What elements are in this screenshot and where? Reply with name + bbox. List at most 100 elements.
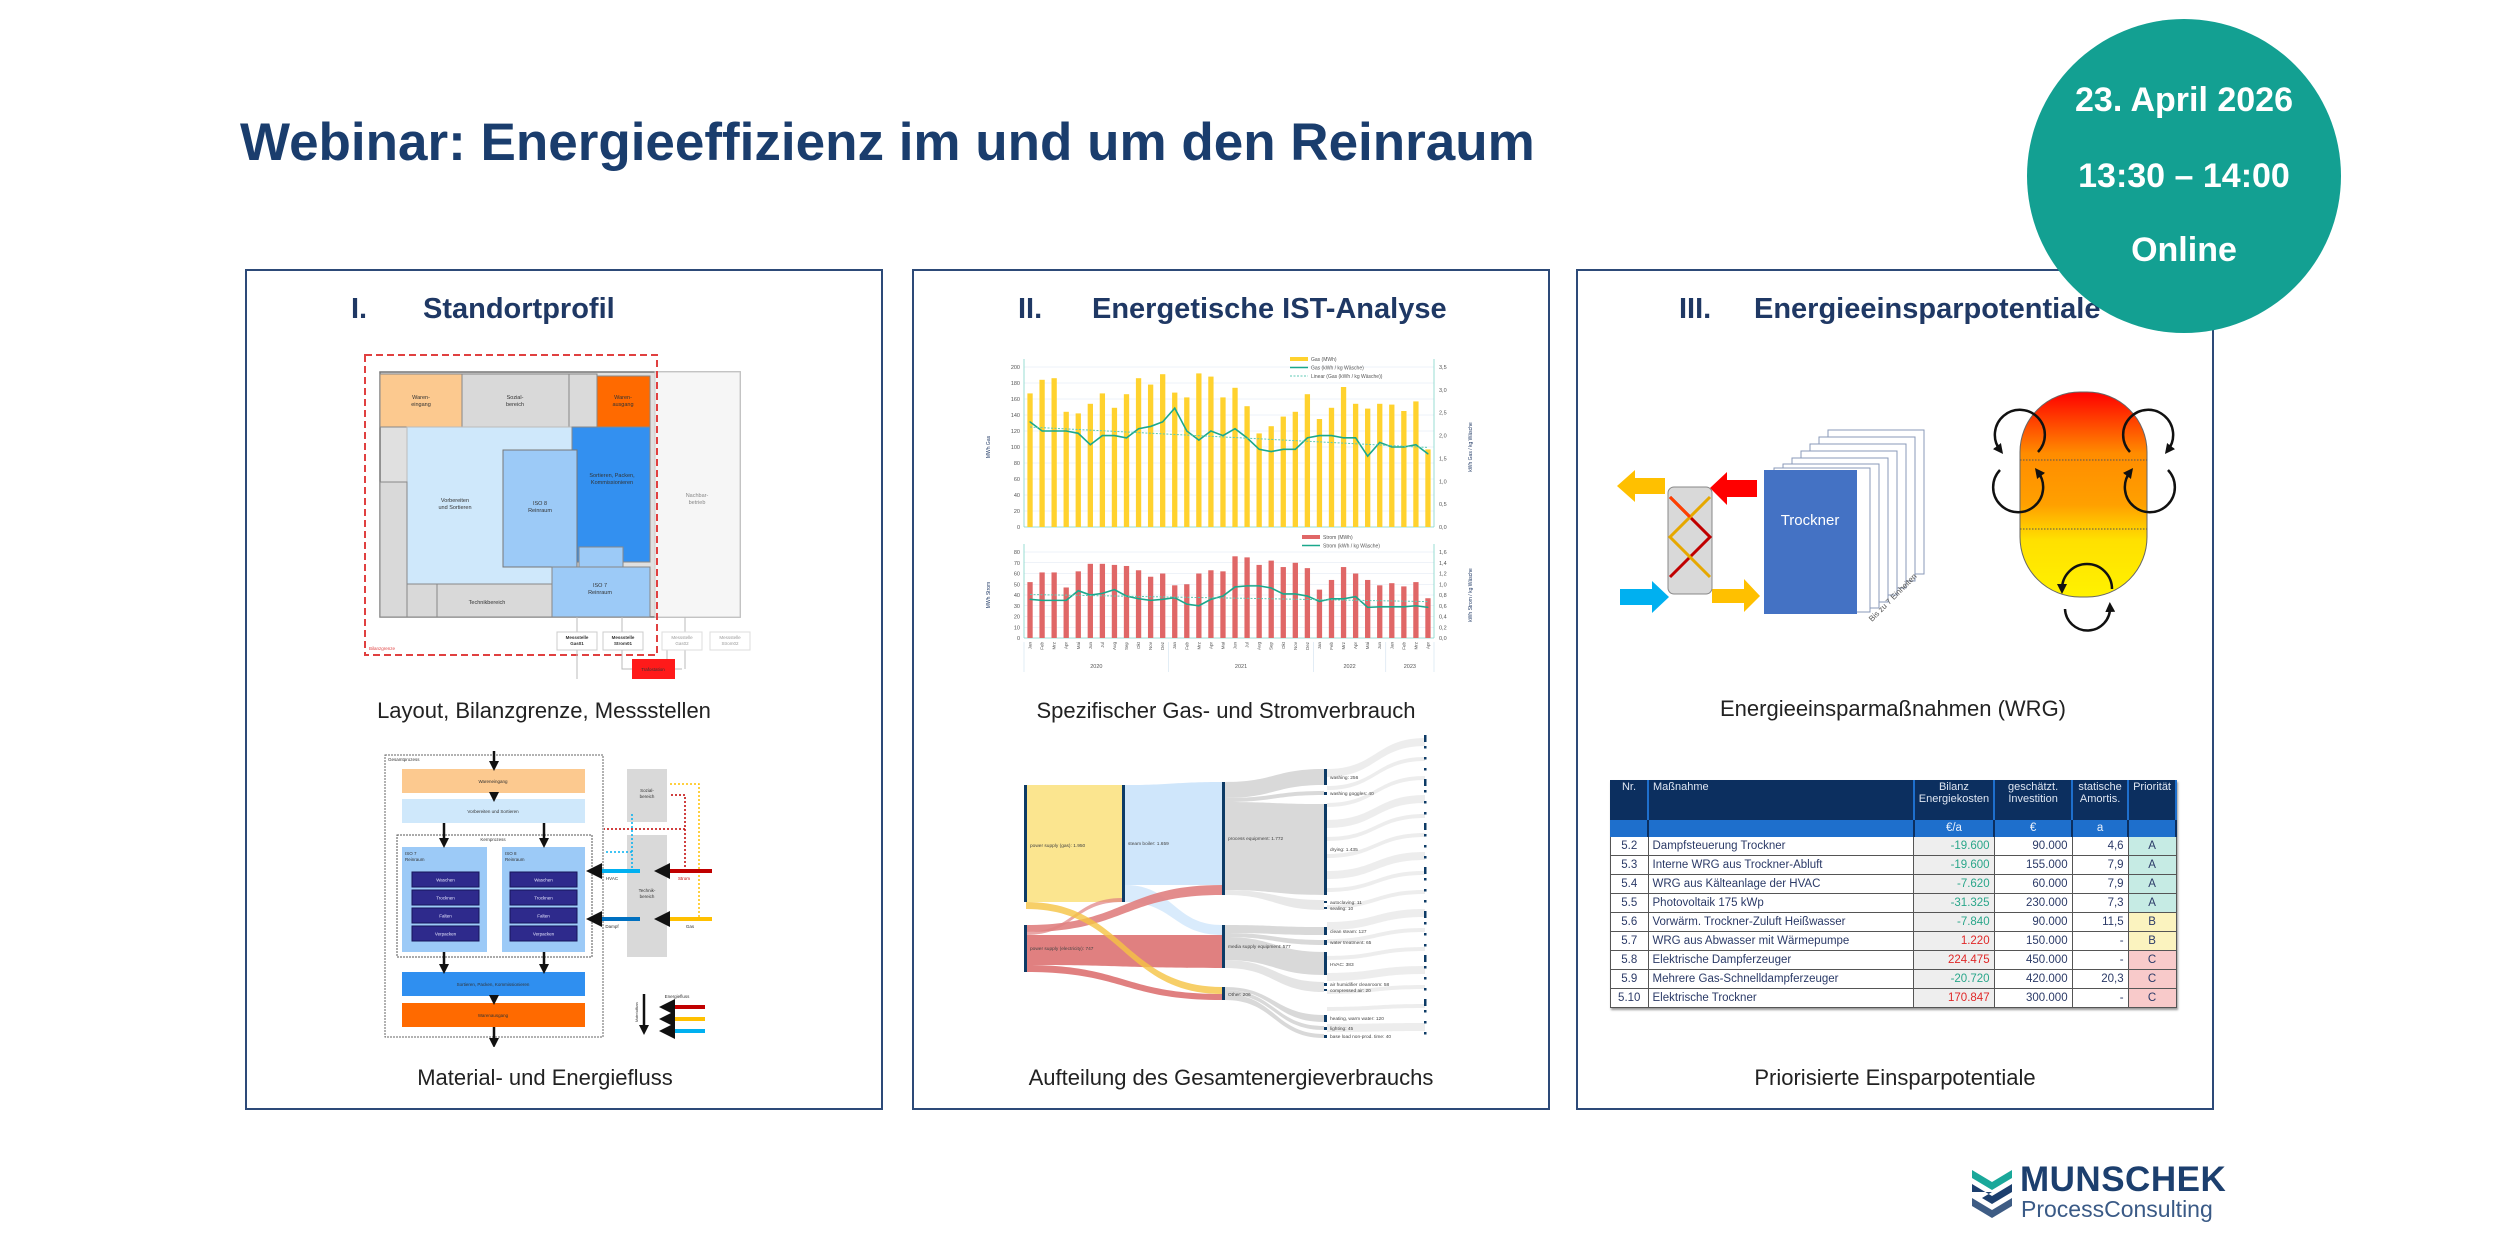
x-tick-label: Jun <box>1377 642 1382 650</box>
svg-text:Sortieren, Packen, Kommissioni: Sortieren, Packen, Kommissionieren <box>457 982 530 987</box>
svg-text:Vorbereiten und Sortieren: Vorbereiten und Sortieren <box>467 809 519 814</box>
room-sortieren <box>571 426 651 563</box>
x-tick-label: Mai <box>1365 642 1370 649</box>
bar <box>1244 406 1250 527</box>
sankey-link <box>1026 785 1122 902</box>
energy-sankey-diagram: power supply (gas): 1.950 power supply (e… <box>1024 735 1427 1040</box>
bar <box>1196 373 1202 527</box>
line-point <box>1053 430 1055 432</box>
line-point <box>1391 446 1393 448</box>
svg-text:Strom: Strom <box>678 876 690 881</box>
bar <box>1328 579 1335 638</box>
panel-numeral: I. <box>351 293 368 325</box>
cell-nr: 5.9 <box>1610 969 1649 989</box>
cell-measure: WRG aus Abwasser mit Wärmepumpe <box>1647 931 1915 951</box>
y-tick-label: 50 <box>1014 582 1020 588</box>
y2-axis-label: kWh Gas / kg Wäsche <box>1468 422 1474 472</box>
bar <box>1087 403 1093 527</box>
sankey-node-heating <box>1324 1015 1327 1022</box>
line-point <box>1330 434 1333 437</box>
x-tick-label: Mai <box>1220 642 1225 649</box>
page-title: Webinar: Energieeffizienz im und um den … <box>240 113 1535 172</box>
bar <box>1208 570 1214 638</box>
sankey-link <box>1225 769 1324 798</box>
sankey-node-humidifier <box>1324 983 1327 986</box>
bar <box>1099 563 1106 638</box>
line-point <box>1367 606 1369 608</box>
year-label: 2022 <box>1343 664 1355 670</box>
sankey-node-leaf <box>1424 779 1427 786</box>
svg-text:Warenausgang: Warenausgang <box>478 1013 509 1018</box>
svg-text:Dampf: Dampf <box>605 924 619 929</box>
bar <box>1413 582 1419 638</box>
sankey-label: water treatment: 65 <box>1330 940 1372 946</box>
process-step-label: Waschen <box>436 878 455 883</box>
svg-text:Nachbar-betrieb: Nachbar-betrieb <box>686 493 709 506</box>
sankey-node-leaf <box>1424 845 1427 848</box>
svg-text:Sozial-bereich: Sozial-bereich <box>506 395 524 408</box>
bar <box>1208 376 1214 527</box>
x-tick-label: Jan <box>1389 642 1394 650</box>
table-row: 5.3 Interne WRG aus Trockner-Abluft -19.60… <box>1610 855 2177 875</box>
sankey-node-leaf <box>1424 889 1427 892</box>
sankey-link <box>1327 833 1425 858</box>
sankey-link <box>1327 738 1425 777</box>
y2-tick-label: 0,4 <box>1439 615 1447 621</box>
sankey-label: power supply (electricity): 747 <box>1030 946 1094 952</box>
line-point <box>1077 590 1079 592</box>
y-tick-label: 60 <box>1014 477 1020 483</box>
line-point <box>1101 434 1103 437</box>
cell-priority: A <box>2127 874 2177 894</box>
circulation-arrows-icon <box>1991 408 2177 632</box>
line-point <box>1330 598 1333 600</box>
x-tick-label: Mrz <box>1341 641 1346 649</box>
bar <box>1111 407 1118 527</box>
material-energy-flow-diagram: Gesamtprozess Wareneingang Vorbereiten u… <box>384 751 712 1047</box>
sankey-node-leaf <box>1424 856 1427 859</box>
sankey-link <box>1125 782 1222 885</box>
cell-payback: - <box>2071 988 2129 1008</box>
trafostation <box>632 659 675 679</box>
bar <box>1268 560 1274 638</box>
y-tick-label: 40 <box>1014 593 1020 599</box>
line-point <box>1137 428 1140 430</box>
cell-balance: -7.840 <box>1913 912 1995 932</box>
bar <box>1063 587 1069 638</box>
cell-nr: 5.2 <box>1610 836 1649 856</box>
bilanzgrenze-boundary <box>364 354 658 656</box>
line-point <box>1270 587 1272 589</box>
bar <box>1039 379 1045 527</box>
line-point <box>1150 599 1152 601</box>
svg-text:Sozial-bereich: Sozial-bereich <box>640 788 655 799</box>
line-point <box>1101 592 1103 594</box>
x-tick-label: Jun <box>1088 642 1093 650</box>
table-row: 5.8 Elektrische Dampferzeuger 224.475 450.0… <box>1610 950 2177 970</box>
svg-text:Technikbereich: Technikbereich <box>469 600 506 606</box>
x-tick-label: Mrz <box>1413 641 1418 649</box>
cell-priority: A <box>2127 855 2177 875</box>
cell-nr: 5.5 <box>1610 893 1649 913</box>
sankey-link <box>1327 890 1425 909</box>
bar <box>1147 576 1154 638</box>
sankey-label: washing goggles: 40 <box>1330 791 1374 797</box>
bar <box>1292 411 1298 527</box>
cell-measure: Interne WRG aus Trockner-Abluft <box>1647 855 1915 875</box>
priorities-table: Nr. Maßnahme Bilanz Energiekosten geschä… <box>1610 780 2177 1008</box>
sankey-link <box>1327 985 1425 994</box>
bar <box>1256 433 1262 527</box>
x-tick-label: Feb <box>1184 642 1189 650</box>
webinar-date: 23. April 2026 <box>2075 81 2293 119</box>
sankey-node-media <box>1222 925 1225 968</box>
y2-tick-label: 3,0 <box>1439 388 1447 394</box>
sankey-link <box>1327 909 1425 930</box>
sankey-node-leaf <box>1424 823 1427 830</box>
process-step <box>411 871 480 888</box>
sankey-node-sealing <box>1324 907 1327 909</box>
line-point <box>1391 606 1393 608</box>
sankey-link <box>1225 937 1324 975</box>
y-tick-label: 70 <box>1014 561 1020 567</box>
